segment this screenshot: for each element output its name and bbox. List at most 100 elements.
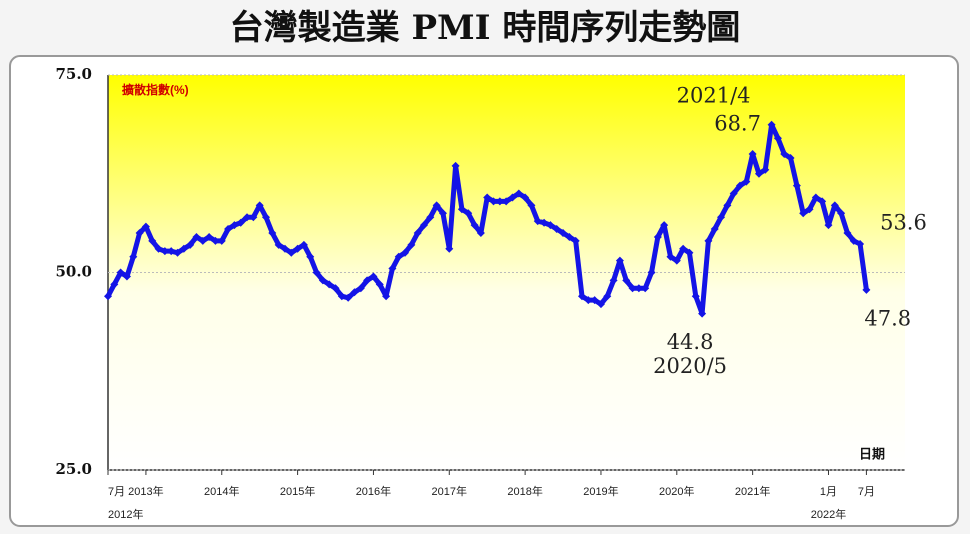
pmi-marker: [698, 309, 707, 318]
pmi-marker: [274, 240, 283, 249]
pmi-marker: [299, 240, 308, 249]
pmi-marker: [622, 276, 631, 285]
pmi-marker: [862, 285, 871, 294]
pmi-marker: [837, 209, 846, 218]
value-label: 53.6: [880, 211, 927, 235]
x-tick-label: 1月: [820, 486, 837, 498]
pmi-marker: [546, 221, 555, 230]
pmi-marker: [141, 222, 150, 231]
value-label: 68.7: [714, 111, 761, 135]
pmi-marker: [407, 240, 416, 249]
pmi-marker: [742, 177, 751, 186]
pmi-marker: [647, 268, 656, 277]
pmi-marker: [160, 247, 169, 256]
pmi-marker: [540, 218, 549, 227]
pmi-marker: [363, 276, 372, 285]
pmi-marker: [432, 201, 441, 210]
pmi-marker: [489, 197, 498, 206]
pmi-marker: [476, 229, 485, 237]
y-tick-label: 25.0: [55, 460, 92, 478]
pmi-marker: [856, 240, 865, 249]
pmi-marker: [748, 150, 757, 158]
pmi-marker: [723, 201, 732, 210]
pmi-marker: [122, 272, 131, 281]
x-tick-label: 2016年: [356, 484, 391, 498]
pmi-marker: [628, 284, 637, 293]
x-tick-label: 2015年: [280, 484, 315, 498]
pmi-marker: [262, 213, 270, 222]
pmi-marker: [634, 284, 643, 293]
x-tick-label: 2019年: [583, 484, 618, 498]
y-tick-label: 75.0: [55, 65, 92, 83]
pmi-marker: [533, 217, 542, 226]
pmi-marker: [792, 181, 801, 190]
pmi-marker: [552, 225, 561, 234]
pmi-marker: [369, 272, 378, 281]
pmi-marker: [754, 169, 763, 178]
pmi-marker: [104, 292, 112, 301]
pmi-marker: [426, 213, 435, 222]
pmi-marker: [685, 248, 694, 257]
pmi-marker: [849, 236, 858, 245]
pmi-marker: [451, 161, 460, 170]
pmi-marker: [420, 221, 428, 230]
pmi-marker: [401, 248, 410, 257]
date-label: 2021/4: [677, 83, 751, 107]
pmi-marker: [653, 232, 662, 241]
pmi-marker: [148, 236, 157, 245]
pmi-marker: [116, 268, 125, 277]
pmi-marker: [306, 252, 315, 261]
pmi-marker: [217, 236, 226, 245]
pmi-marker: [211, 236, 220, 245]
pmi-marker: [230, 221, 239, 230]
pmi-marker: [356, 284, 365, 293]
pmi-marker: [287, 248, 296, 257]
pmi-marker: [375, 280, 384, 289]
pmi-marker: [590, 296, 599, 305]
pmi-marker: [186, 240, 195, 249]
x-tick-label: 2020年: [659, 484, 694, 498]
pmi-marker: [394, 252, 403, 261]
pmi-marker: [337, 292, 346, 301]
pmi-marker: [830, 201, 839, 210]
pmi-marker: [483, 193, 492, 202]
pmi-marker: [280, 244, 289, 253]
pmi-marker: [388, 264, 397, 273]
pmi-marker: [167, 247, 176, 256]
pmi-marker: [382, 292, 391, 301]
pmi-marker: [293, 244, 302, 253]
pmi-marker: [559, 229, 568, 237]
x-tick-label: 2021年: [735, 484, 770, 498]
pmi-marker: [331, 284, 340, 293]
pmi-marker: [495, 197, 504, 206]
pmi-marker: [641, 284, 650, 293]
pmi-marker: [811, 193, 820, 202]
pmi-marker: [198, 236, 207, 245]
pmi-marker: [805, 205, 814, 214]
x-tick-label: 7月: [108, 486, 125, 498]
pmi-marker: [691, 292, 700, 301]
pmi-marker: [312, 268, 321, 277]
pmi-marker: [736, 181, 744, 190]
x-tick-label: 2018年: [507, 484, 542, 498]
pmi-marker: [129, 252, 138, 261]
pmi-marker: [786, 153, 795, 162]
pmi-marker: [780, 150, 789, 158]
x-tick-label: 2017年: [432, 484, 467, 498]
value-label: 47.8: [864, 306, 911, 330]
pmi-marker: [596, 300, 605, 309]
pmi-marker: [135, 229, 144, 237]
pmi-marker: [457, 205, 466, 214]
pmi-marker: [438, 209, 447, 218]
pmi-marker: [584, 296, 593, 305]
pmi-marker: [571, 236, 580, 245]
pmi-marker: [615, 256, 624, 265]
x-tick-sublabel: 2012年: [108, 507, 143, 521]
pmi-marker: [445, 244, 454, 253]
pmi-marker: [761, 165, 770, 174]
pmi-marker: [578, 292, 586, 301]
pmi-marker: [717, 213, 726, 222]
pmi-marker: [799, 209, 808, 218]
pmi-marker: [565, 232, 574, 241]
pmi-marker: [704, 236, 713, 245]
